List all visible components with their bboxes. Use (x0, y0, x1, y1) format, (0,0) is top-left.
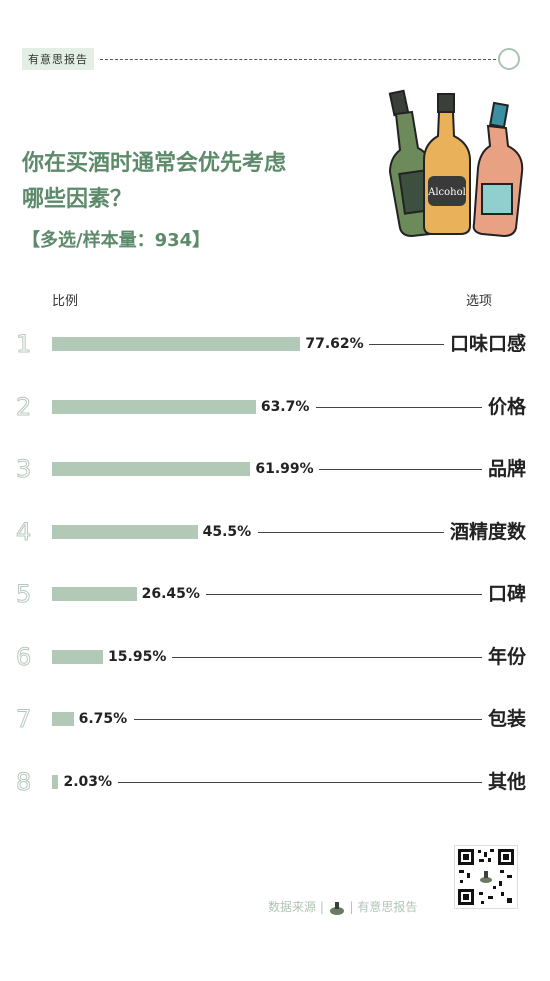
header-dashed-line (100, 59, 496, 60)
bottles-illustration: Alcohol (388, 89, 524, 238)
value-label: 15.95% (108, 648, 167, 665)
header-ring (498, 48, 520, 70)
option-label: 包装 (487, 708, 526, 730)
footer-separator: | (319, 900, 328, 914)
column-header-ratio: 比例 (52, 294, 79, 309)
value-label: 45.5% (202, 523, 252, 540)
brand-tag: 有意思报告 (22, 48, 94, 70)
title-line-2: 哪些因素？ (22, 187, 133, 212)
leader-line (118, 781, 482, 783)
value-label: 77.62% (305, 336, 364, 352)
bar (52, 712, 74, 726)
leader-line (134, 719, 482, 720)
pink-bottle-icon (472, 101, 524, 238)
mascot-icon (329, 901, 344, 915)
rank-number: 8 (15, 767, 32, 796)
option-label: 口碑 (487, 583, 526, 605)
rank-number: 5 (15, 580, 32, 608)
rank-number: 1 (15, 330, 32, 358)
rank-number: 6 (15, 642, 32, 671)
value-label: 63.7% (260, 398, 310, 415)
value-label: 2.03% (63, 773, 113, 790)
alcohol-bottle-icon: Alcohol (423, 93, 471, 235)
qr-code-icon[interactable] (454, 845, 518, 909)
leader-line (316, 406, 482, 408)
option-label: 其他 (487, 770, 526, 793)
bar (52, 524, 198, 539)
value-label: 6.75% (78, 711, 128, 727)
bar (52, 399, 256, 414)
footer-source-label: 数据来源 (268, 900, 317, 914)
rank-number: 2 (15, 392, 32, 421)
option-label: 酒精度数 (449, 520, 526, 543)
bar (52, 337, 301, 351)
rank-number: 4 (15, 517, 32, 546)
option-label: 年份 (487, 645, 526, 668)
bottle-label-text: Alcohol (427, 187, 466, 198)
rank-number: 3 (15, 455, 32, 483)
value-label: 26.45% (141, 586, 200, 602)
bar (52, 649, 104, 664)
option-label: 价格 (487, 395, 526, 418)
leader-line (206, 594, 482, 595)
footer-source: 数据来源 | | 有意思报告 (268, 898, 417, 915)
option-label: 口味口感 (449, 333, 526, 355)
footer-separator-2: | (349, 900, 358, 914)
bar (52, 462, 251, 476)
sample-size-subtitle: 【多选/样本量：934】 (22, 230, 211, 251)
footer-brand: 有意思报告 (357, 900, 418, 914)
leader-line (369, 344, 444, 345)
rank-number: 7 (15, 705, 32, 733)
column-header-option: 选项 (466, 294, 493, 309)
option-label: 品牌 (487, 458, 526, 480)
bar (52, 587, 137, 601)
bar (52, 774, 59, 789)
leader-line (319, 469, 482, 470)
page-title: 你在买酒时通常会优先考虑 哪些因素？ (22, 146, 286, 218)
title-line-1: 你在买酒时通常会优先考虑 (22, 151, 287, 176)
leader-line (172, 656, 482, 658)
value-label: 61.99% (255, 461, 314, 477)
leader-line (258, 531, 444, 533)
